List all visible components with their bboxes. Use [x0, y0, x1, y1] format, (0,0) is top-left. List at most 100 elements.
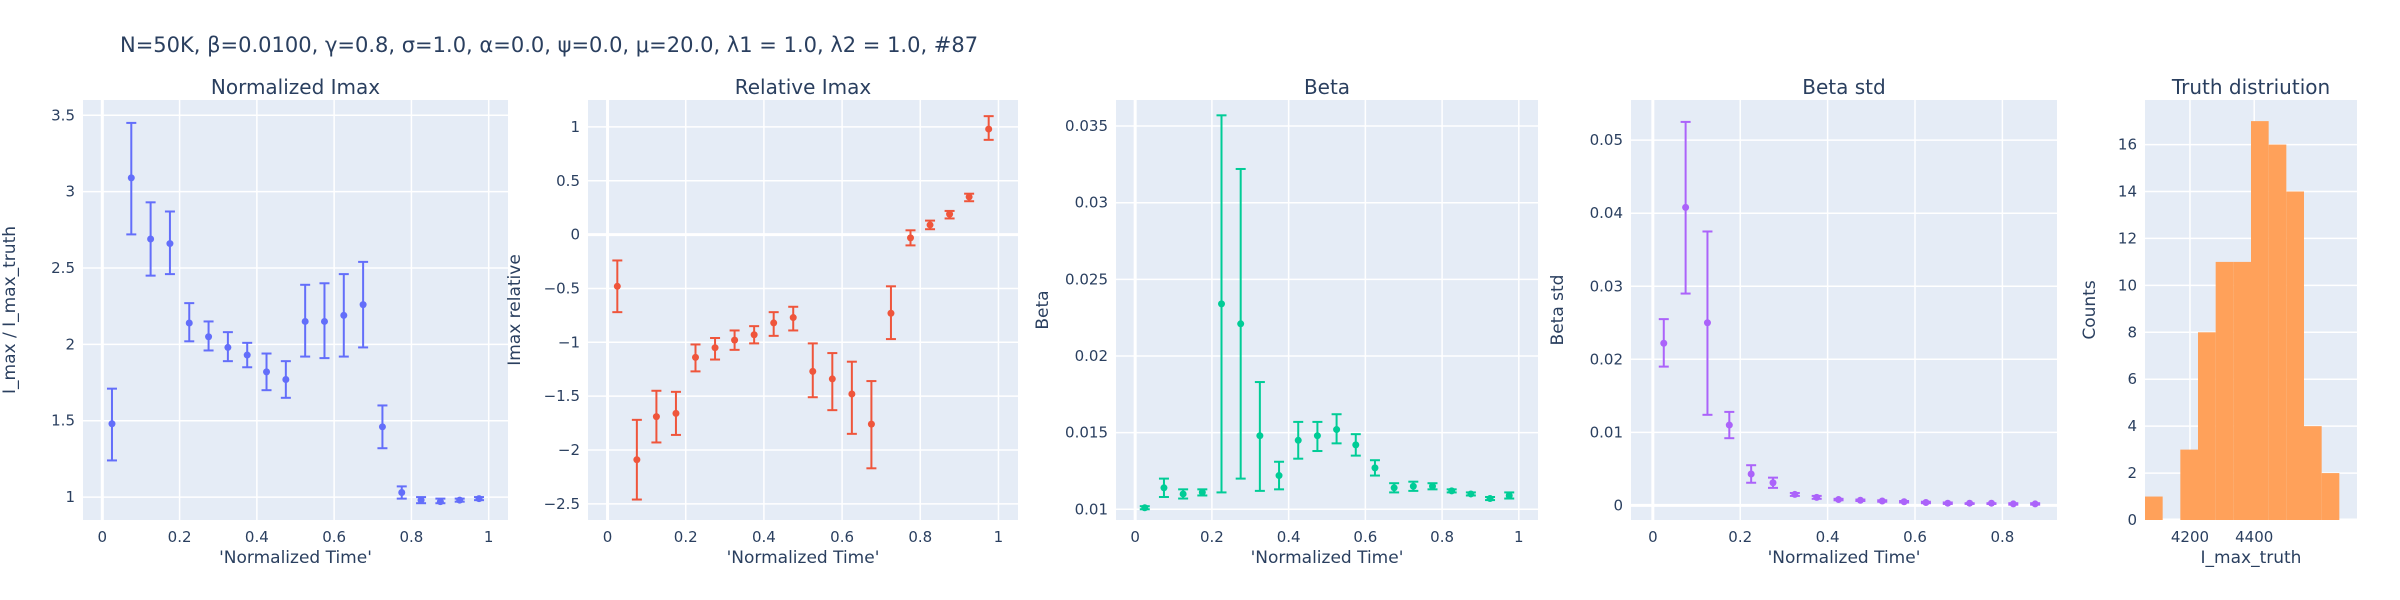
y-tick-label: 0.02 — [1590, 350, 1623, 368]
y-axis-title: Beta std — [1548, 275, 1568, 346]
data-point — [1429, 482, 1436, 490]
data-point — [436, 498, 444, 506]
x-tick-label: 0.8 — [1430, 528, 1454, 546]
subplot-title: Truth distriution — [2171, 75, 2330, 99]
data-point — [1448, 487, 1456, 495]
subplot-panels: 0 0.2 0.4 0.6 0.8 1 1 1.5 2 2.5 3 3.5 Normalized Ima… — [0, 75, 2357, 568]
histogram-bar — [2180, 449, 2198, 520]
data-point — [2009, 500, 2017, 508]
data-point — [828, 375, 836, 383]
figure-title: N=50K, β=0.0100, γ=0.8, σ=1.0, α=0.0, ψ=… — [120, 33, 978, 57]
x-tick-label: 0.6 — [830, 528, 854, 546]
data-point — [224, 343, 232, 351]
data-point — [1900, 498, 1908, 506]
data-point — [166, 240, 174, 248]
data-point — [907, 234, 914, 242]
data-point — [1856, 496, 1864, 504]
y-tick-label: −1.5 — [544, 387, 580, 405]
x-tick-label: 0.8 — [399, 528, 423, 546]
y-tick-label: 0.5 — [556, 172, 580, 190]
data-point — [1769, 479, 1777, 487]
data-point — [711, 344, 719, 352]
data-point — [359, 301, 367, 309]
data-point — [1987, 499, 1995, 507]
histogram-bar — [2145, 496, 2163, 520]
data-point — [1486, 495, 1494, 503]
data-point — [1878, 497, 1886, 505]
data-point — [185, 319, 193, 327]
y-axis-title: Beta — [1033, 290, 1053, 329]
subplot-title: Normalized Imax — [211, 75, 380, 99]
data-point — [1467, 490, 1475, 498]
data-point — [1179, 490, 1187, 498]
data-point — [398, 489, 406, 497]
data-point — [652, 413, 660, 421]
data-point — [1313, 432, 1321, 440]
data-point — [692, 353, 699, 361]
y-tick-label: 1 — [570, 118, 580, 136]
y-tick-label: 0 — [1613, 496, 1623, 514]
y-tick-label: 3 — [65, 183, 75, 201]
histogram-bar — [2304, 426, 2322, 520]
data-point — [770, 319, 778, 327]
x-tick-label: 0.6 — [322, 528, 346, 546]
x-axis-title: 'Normalized Time' — [219, 548, 372, 568]
x-tick-label: 4200 — [2171, 528, 2209, 546]
y-tick-label: 0 — [570, 226, 580, 244]
data-point — [809, 367, 817, 375]
data-point — [1294, 436, 1302, 444]
y-tick-label: 0.015 — [1065, 424, 1108, 442]
data-point — [1218, 300, 1225, 308]
x-tick-label: 0.4 — [1816, 528, 1840, 546]
data-point — [282, 375, 290, 383]
y-tick-label: 0.03 — [1590, 277, 1623, 295]
data-point — [985, 125, 993, 133]
data-point — [1747, 470, 1755, 478]
panel-3: 0 0.2 0.4 0.6 0.8 1 0.01 0.015 0.02 0.025 0.03 0.03… — [1033, 75, 1538, 568]
y-tick-label: 3.5 — [51, 106, 75, 124]
y-tick-label: −2.5 — [544, 495, 580, 513]
x-axis-title: I_max_truth — [2201, 548, 2302, 568]
y-tick-label: 8 — [2127, 323, 2137, 341]
x-tick-label: 0.4 — [752, 528, 776, 546]
y-tick-label: −0.5 — [544, 279, 580, 297]
x-tick-label: 0 — [1130, 528, 1140, 546]
data-point — [1409, 482, 1417, 490]
x-tick-label: 0.4 — [1277, 528, 1301, 546]
data-point — [1791, 490, 1799, 498]
data-point — [1922, 498, 1930, 506]
data-point — [1703, 319, 1711, 327]
y-tick-label: 2 — [2127, 464, 2137, 482]
data-point — [848, 390, 856, 398]
data-point — [1725, 421, 1733, 429]
y-tick-label: 2.5 — [51, 259, 75, 277]
y-tick-label: −1 — [558, 333, 580, 351]
data-point — [1275, 472, 1283, 480]
y-tick-label: 0.04 — [1590, 204, 1623, 222]
x-tick-label: 0.2 — [1728, 528, 1752, 546]
y-tick-label: 14 — [2118, 183, 2137, 201]
data-point — [205, 333, 213, 341]
data-point — [789, 314, 797, 322]
x-tick-label: 1 — [484, 528, 494, 546]
y-tick-label: 0.03 — [1075, 194, 1108, 212]
data-point — [1835, 496, 1843, 504]
data-point — [1141, 504, 1149, 512]
data-point — [1390, 484, 1398, 492]
x-tick-label: 0.8 — [908, 528, 932, 546]
histogram-bar — [2233, 261, 2251, 520]
data-point — [750, 331, 758, 339]
x-tick-label: 0.8 — [1990, 528, 2014, 546]
data-point — [731, 336, 739, 344]
x-tick-label: 0.6 — [1903, 528, 1927, 546]
y-tick-label: 0.025 — [1065, 270, 1108, 288]
data-point — [1505, 491, 1513, 499]
x-tick-label: 0 — [603, 528, 613, 546]
x-tick-label: 0 — [98, 528, 108, 546]
data-point — [946, 210, 954, 218]
data-point — [613, 282, 621, 290]
data-point — [320, 317, 328, 325]
data-point — [1256, 432, 1264, 440]
histogram-bar — [2198, 332, 2216, 520]
